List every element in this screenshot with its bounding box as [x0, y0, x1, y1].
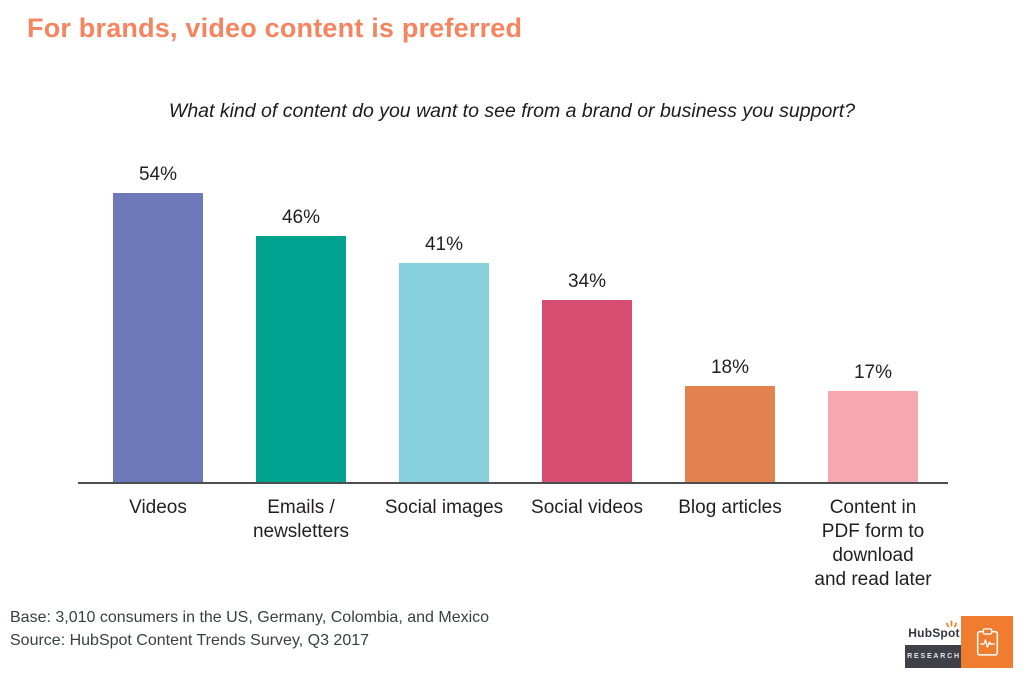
- research-label: RESEARCH: [905, 645, 963, 668]
- bar: [256, 236, 346, 482]
- bar-group: 46%: [256, 207, 346, 482]
- bar-value-label: 54%: [138, 164, 178, 185]
- hubspot-research-logo: HubSpo t RESEARCH: [905, 616, 1013, 668]
- bar: [113, 193, 203, 482]
- hubspot-wordmark: HubSpo t: [908, 620, 960, 640]
- clipboard-tile: [961, 616, 1013, 668]
- bar-category-label: Blog articles: [678, 497, 782, 518]
- bar-category-label: Content in PDF form to download and read la…: [814, 497, 932, 590]
- clipboard-pulse-icon: [976, 627, 998, 656]
- bar-value-label: 41%: [424, 234, 464, 255]
- x-axis-line: [78, 482, 948, 484]
- hubspot-research-wordmark: HubSpo t RESEARCH: [905, 620, 963, 668]
- bar-category-label: Emails / newsletters: [252, 497, 350, 542]
- bar-group: 18%: [685, 357, 775, 482]
- bar: [828, 391, 918, 482]
- bar-category-label: Social videos: [531, 497, 643, 518]
- footnote: Base: 3,010 consumers in the US, Germany…: [10, 606, 489, 652]
- bar-category-label: Social images: [384, 497, 504, 518]
- bar-category-label: Videos: [129, 497, 187, 518]
- hubspot-wordmark-suffix: t: [955, 626, 960, 640]
- footnote-source: Source: HubSpot Content Trends Survey, Q…: [10, 632, 370, 649]
- page-title: For brands, video content is preferred: [27, 13, 523, 43]
- footnote-base: Base: 3,010 consumers in the US, Germany…: [10, 609, 490, 626]
- bar: [542, 300, 632, 482]
- bar-value-label: 17%: [853, 362, 893, 383]
- bar: [399, 263, 489, 482]
- bar-value-label: 46%: [281, 207, 321, 228]
- bar-group: 54%: [113, 164, 203, 482]
- bar-group: 41%: [399, 234, 489, 482]
- bar-value-label: 18%: [710, 357, 750, 378]
- bar: [685, 386, 775, 482]
- chart-question: What kind of content do you want to see …: [168, 100, 856, 122]
- bar-value-label: 34%: [567, 271, 607, 292]
- hubspot-sprocket-o: o: [945, 620, 957, 640]
- bar-group: 17%: [828, 362, 918, 482]
- bar-group: 34%: [542, 271, 632, 482]
- hubspot-wordmark-prefix: HubSp: [908, 626, 948, 640]
- sprocket-spokes-icon: [945, 620, 957, 628]
